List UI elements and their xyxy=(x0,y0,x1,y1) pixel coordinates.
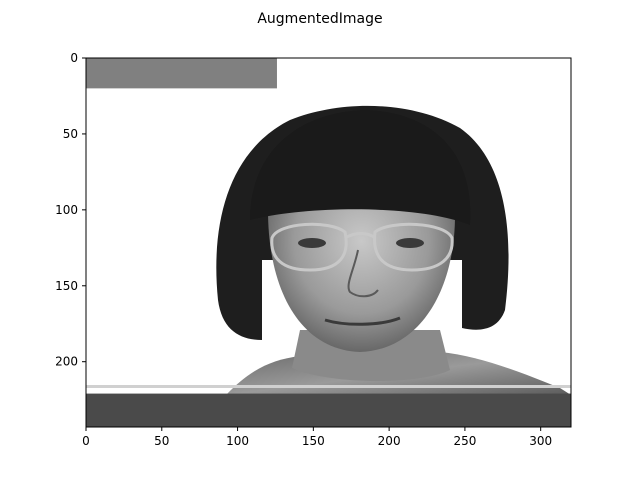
y-tick-label: 0 xyxy=(70,51,78,65)
x-axis: 0 50 100 150 200 250 300 xyxy=(82,427,552,448)
bangs xyxy=(250,110,471,225)
x-tick-label: 150 xyxy=(302,434,325,448)
occlusion-patches xyxy=(86,58,571,427)
y-tick-label: 100 xyxy=(55,203,78,217)
right-eye xyxy=(396,238,424,248)
mouth xyxy=(324,316,401,326)
left-eye xyxy=(298,238,326,248)
portrait-image xyxy=(86,58,571,427)
x-tick-label: 0 xyxy=(82,434,90,448)
y-tick-label: 50 xyxy=(63,127,78,141)
axes-frame xyxy=(85,57,572,428)
x-tick-label: 300 xyxy=(529,434,552,448)
y-tick-label: 150 xyxy=(55,279,78,293)
x-tick-label: 50 xyxy=(154,434,169,448)
glasses xyxy=(270,222,454,272)
x-tick-label: 250 xyxy=(453,434,476,448)
x-tick-label: 100 xyxy=(226,434,249,448)
nose xyxy=(347,249,379,298)
bottom-dark-band xyxy=(86,393,571,427)
streak xyxy=(86,385,571,388)
y-axis: 0 50 100 150 200 xyxy=(55,51,86,369)
x-tick-label: 200 xyxy=(378,434,401,448)
y-tick-label: 200 xyxy=(55,355,78,369)
figure-title: AugmentedImage xyxy=(257,11,382,27)
top-left-gray-block xyxy=(86,58,277,89)
